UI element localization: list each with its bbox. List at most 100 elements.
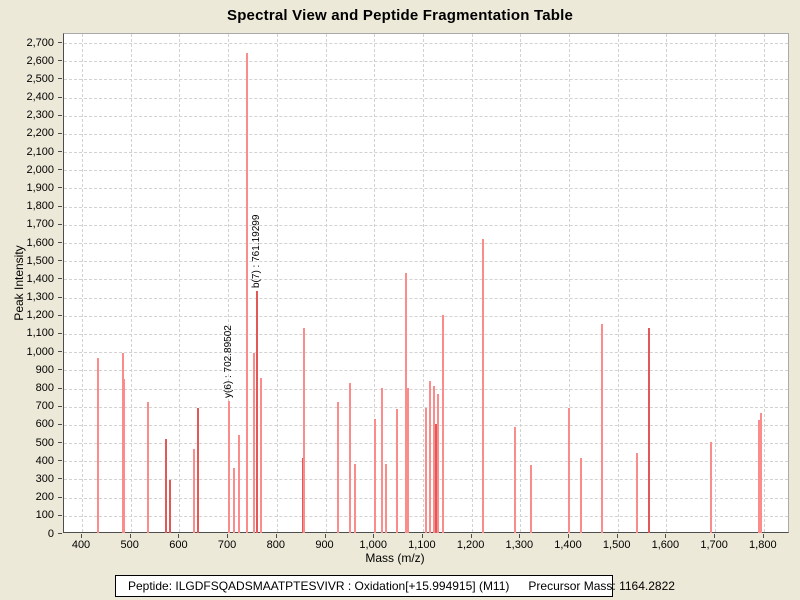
y-axis-tick xyxy=(58,369,62,371)
gridline-horizontal xyxy=(64,333,788,335)
peak-line xyxy=(404,272,407,533)
x-axis-title: Mass (m/z) xyxy=(365,551,425,565)
y-axis-title: Peak Intensity xyxy=(12,245,26,321)
peak-line xyxy=(529,464,532,533)
peak-line xyxy=(193,449,196,533)
gridline-vertical xyxy=(715,34,717,532)
y-axis-tick xyxy=(58,169,62,171)
y-axis-tick xyxy=(58,332,62,334)
y-axis-tick xyxy=(58,442,62,444)
y-tick-label: 500 xyxy=(35,436,54,449)
y-tick-label: 200 xyxy=(35,491,54,504)
x-tick-label: 1,000 xyxy=(359,539,387,551)
y-axis-tick xyxy=(58,260,62,262)
peak-line xyxy=(349,382,352,533)
peak-line xyxy=(147,402,150,533)
peak-line xyxy=(337,402,340,533)
x-axis-tick xyxy=(324,534,326,538)
y-axis-tick xyxy=(58,296,62,298)
x-axis-tick xyxy=(470,534,472,538)
y-tick-label: 2,000 xyxy=(26,163,54,176)
y-tick-label: 2,300 xyxy=(26,109,54,122)
y-axis-tick xyxy=(58,496,62,498)
x-tick-label: 400 xyxy=(71,539,91,551)
peptide-info-bar: Peptide: ILGDFSQADSMAATPTESVIVR : Oxidat… xyxy=(115,575,675,597)
peak-line xyxy=(227,401,230,533)
peak-line xyxy=(252,352,255,533)
peak-line xyxy=(374,419,377,533)
gridline-horizontal xyxy=(64,297,788,299)
gridline-horizontal xyxy=(64,388,788,390)
gridline-horizontal xyxy=(64,97,788,99)
y-tick-label: 800 xyxy=(35,382,54,395)
x-axis-tick xyxy=(227,534,229,538)
y-axis-tick xyxy=(58,514,62,516)
y-tick-label: 100 xyxy=(35,509,54,522)
gridline-vertical xyxy=(520,34,522,532)
y-tick-label: 2,600 xyxy=(26,54,54,67)
y-axis-tick xyxy=(58,114,62,116)
gridline-vertical xyxy=(179,34,181,532)
y-axis-tick xyxy=(58,242,62,244)
y-tick-label: 400 xyxy=(35,454,54,467)
y-tick-label: 1,000 xyxy=(26,345,54,358)
y-tick-label: 1,800 xyxy=(26,200,54,213)
peptide-label: Peptide: ILGDFSQADSMAATPTESVIVR : Oxidat… xyxy=(128,579,510,593)
x-axis-tick xyxy=(616,534,618,538)
gridline-vertical xyxy=(422,34,424,532)
x-tick-label: 500 xyxy=(120,539,139,551)
peak-line xyxy=(122,379,125,533)
y-tick-label: 300 xyxy=(35,472,54,485)
gridline-horizontal xyxy=(64,315,788,317)
x-axis-tick xyxy=(714,534,716,538)
y-tick-label: 900 xyxy=(35,363,54,376)
peak-line xyxy=(435,423,438,533)
x-tick-label: 800 xyxy=(266,539,285,551)
y-tick-label: 2,700 xyxy=(26,36,54,49)
x-axis-tick xyxy=(129,534,131,538)
peak-line xyxy=(260,378,263,533)
peak-line xyxy=(635,452,638,533)
peak-line xyxy=(237,434,240,533)
gridline-vertical xyxy=(276,34,278,532)
gridline-horizontal xyxy=(64,115,788,117)
peak-line xyxy=(353,463,356,533)
peak-annotation-y6: y(6) : 702.89502 xyxy=(222,325,234,399)
x-axis-tick xyxy=(519,534,521,538)
peak-line xyxy=(710,442,713,533)
gridline-horizontal xyxy=(64,152,788,154)
y-tick-label: 1,900 xyxy=(26,181,54,194)
x-tick-label: 1,300 xyxy=(505,539,534,551)
y-tick-label: 1,700 xyxy=(26,218,54,231)
y-axis-tick xyxy=(58,187,62,189)
gridline-horizontal xyxy=(64,352,788,354)
gridline-horizontal xyxy=(64,279,788,281)
peak-line xyxy=(395,409,398,533)
gridline-horizontal xyxy=(64,170,788,172)
gridline-horizontal xyxy=(64,406,788,408)
y-tick-label: 1,500 xyxy=(26,254,54,267)
y-axis-tick xyxy=(58,478,62,480)
gridline-vertical xyxy=(228,34,230,532)
x-axis-tick xyxy=(421,534,423,538)
gridline-vertical xyxy=(666,34,668,532)
y-tick-label: 1,100 xyxy=(26,327,54,340)
y-axis-tick xyxy=(58,423,62,425)
peak-line xyxy=(246,52,249,533)
gridline-horizontal xyxy=(64,370,788,372)
y-tick-label: 0 xyxy=(47,527,54,540)
gridline-horizontal xyxy=(64,43,788,44)
y-axis-tick xyxy=(58,314,62,316)
gridline-horizontal xyxy=(64,261,788,263)
peak-line xyxy=(481,239,484,533)
y-axis-tick xyxy=(58,60,62,62)
gridline-horizontal xyxy=(64,61,788,63)
peak-line xyxy=(647,328,650,533)
y-tick-label: 1,200 xyxy=(26,309,54,322)
gridline-horizontal xyxy=(64,206,788,208)
peak-line xyxy=(513,426,516,533)
y-axis-tick xyxy=(58,96,62,98)
gridline-horizontal xyxy=(64,243,788,245)
peak-line xyxy=(436,393,439,533)
y-axis-tick xyxy=(58,42,62,43)
